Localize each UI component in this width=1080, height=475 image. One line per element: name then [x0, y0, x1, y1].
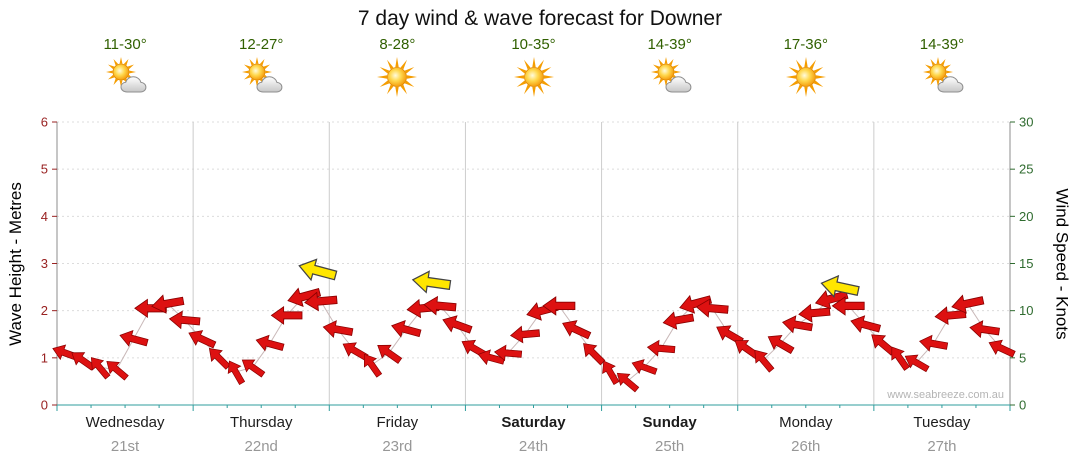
wind-arrow	[798, 303, 831, 323]
wind-arrow	[493, 344, 523, 362]
day-date: 23rd	[382, 438, 413, 455]
day-date: 24th	[518, 438, 549, 455]
wind-arrow	[391, 320, 422, 338]
left-tick-label: 4	[41, 209, 48, 224]
sun-cloud-icon	[918, 56, 966, 98]
wind-arrow	[767, 335, 795, 355]
wind-arrow	[270, 305, 303, 325]
right-axis-title-text: Wind Speed - Knots	[1053, 187, 1073, 340]
day-name: Tuesday	[913, 414, 971, 431]
right-tick-label: 30	[1019, 115, 1033, 130]
wind-arrow	[679, 294, 713, 314]
sun-icon	[782, 56, 830, 98]
left-tick-label: 0	[41, 398, 48, 413]
sun-icon	[373, 56, 421, 98]
wind-arrow	[919, 334, 949, 352]
wind-arrow	[255, 334, 285, 352]
right-tick-label: 10	[1019, 303, 1033, 318]
sun-cloud-icon	[101, 56, 149, 98]
wind-arrow	[227, 360, 246, 385]
wind-arrow	[151, 294, 185, 314]
right-tick-label: 20	[1019, 209, 1033, 224]
day-name: Thursday	[229, 414, 293, 431]
sun-icon	[510, 56, 558, 98]
wind-arrow	[904, 354, 930, 373]
day-name: Friday	[376, 414, 419, 431]
watermark: www.seabreeze.com.au	[887, 389, 1004, 401]
wind-arrow	[423, 295, 457, 316]
day-date: 25th	[655, 438, 685, 455]
wind-arrow	[988, 339, 1016, 358]
wind-arrow	[168, 310, 201, 330]
wind-arrow	[951, 294, 985, 314]
wind-arrow	[119, 329, 149, 347]
wind-arrow	[716, 325, 744, 345]
wind-arrow	[754, 349, 775, 373]
wind-arrow	[891, 346, 910, 371]
wind-arrow	[542, 296, 576, 316]
wind-arrow	[646, 339, 676, 357]
left-tick-label: 6	[41, 115, 48, 130]
sun-cloud-icon	[646, 56, 694, 98]
wind-arrow	[363, 353, 383, 378]
wind-arrow	[377, 344, 403, 364]
wind-arrow	[562, 320, 592, 340]
wind-arrow	[850, 315, 882, 334]
wind-arrow	[695, 298, 729, 318]
wind-arrow	[208, 348, 231, 370]
page-title: 7 day wind & wave forecast for Downer	[357, 7, 723, 30]
day-name: Monday	[779, 414, 833, 431]
gust-arrow	[411, 270, 452, 294]
wind-arrow	[509, 325, 541, 344]
left-axis-title-text: Wave Height - Metres	[6, 181, 25, 346]
right-axis-title: Wind Speed - Knots	[1044, 122, 1080, 405]
wind-arrow	[616, 372, 640, 393]
wind-arrow	[662, 311, 695, 330]
left-tick-label: 3	[41, 256, 48, 271]
day-name: Saturday	[501, 414, 566, 431]
day-date: 21st	[110, 438, 140, 455]
left-tick-label: 5	[41, 162, 48, 177]
left-tick-label: 2	[41, 303, 48, 318]
wind-arrow	[583, 343, 606, 366]
day-date: 26th	[791, 438, 821, 455]
day-temp: 14-39°	[647, 36, 692, 53]
wind-arrow	[631, 359, 658, 375]
day-name: Wednesday	[85, 414, 165, 431]
day-date: 27th	[927, 438, 957, 455]
right-tick-label: 15	[1019, 256, 1033, 271]
left-tick-label: 1	[41, 350, 48, 365]
left-axis-title: Wave Height - Metres	[0, 122, 34, 405]
gust-arrow	[298, 258, 338, 282]
wind-arrow	[287, 287, 322, 307]
wind-arrow	[188, 330, 217, 349]
day-temp: 11-30°	[103, 36, 147, 53]
right-tick-label: 5	[1019, 350, 1026, 365]
wind-arrow	[342, 342, 369, 361]
day-temp: 12-27°	[239, 36, 284, 53]
day-temp: 14-39°	[919, 36, 965, 53]
wind-arrow	[831, 296, 865, 316]
wind-arrow	[322, 320, 354, 339]
day-temp: 10-35°	[511, 36, 556, 53]
gust-arrow	[820, 274, 860, 299]
wind-arrow	[442, 315, 473, 334]
sun-cloud-icon	[237, 56, 285, 98]
wind-arrow	[782, 315, 813, 334]
wind-arrow	[90, 357, 111, 380]
day-temp: 8-28°	[379, 36, 416, 53]
day-date: 22nd	[244, 438, 278, 455]
right-tick-label: 0	[1019, 398, 1026, 413]
wind-arrow	[106, 361, 129, 381]
day-name: Sunday	[642, 414, 697, 431]
right-tick-label: 25	[1019, 162, 1033, 177]
wind-arrow	[969, 320, 1000, 339]
wind-arrow	[304, 291, 338, 312]
wind-arrow	[241, 359, 266, 378]
wind-arrow	[602, 360, 620, 385]
day-temp: 17-36°	[783, 36, 828, 53]
